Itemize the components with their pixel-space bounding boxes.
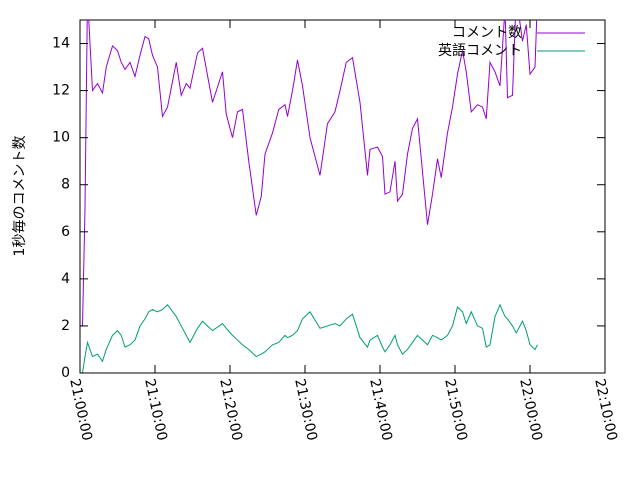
legend-label: 英語コメント (438, 42, 522, 59)
y-tick-label: 2 (61, 318, 70, 334)
x-tick-label: 21:00:00 (66, 377, 95, 442)
x-tick-label: 21:30:00 (291, 377, 320, 442)
legend-label: コメント数 (452, 25, 522, 41)
x-tick-label: 21:10:00 (141, 377, 170, 442)
x-tick-label: 21:50:00 (441, 377, 470, 442)
y-tick-label: 6 (61, 224, 70, 240)
x-tick-label: 22:00:00 (516, 377, 545, 442)
y-tick-label: 12 (52, 83, 70, 99)
y-tick-label: 8 (61, 177, 70, 193)
y-tick-label: 0 (61, 365, 70, 381)
y-tick-label: 14 (52, 36, 70, 52)
y-axis-label: 1秒毎のコメント数 (12, 136, 28, 257)
plot-border (79, 19, 606, 374)
series-line (80, 303, 538, 373)
x-tick-label: 22:10:00 (591, 377, 620, 442)
y-tick-label: 10 (52, 130, 70, 146)
series-line (80, 20, 538, 327)
series-group (80, 20, 538, 373)
x-tick-label: 21:40:00 (366, 377, 395, 442)
x-tick-label: 21:20:00 (216, 377, 245, 442)
y-tick-label: 4 (61, 271, 70, 287)
